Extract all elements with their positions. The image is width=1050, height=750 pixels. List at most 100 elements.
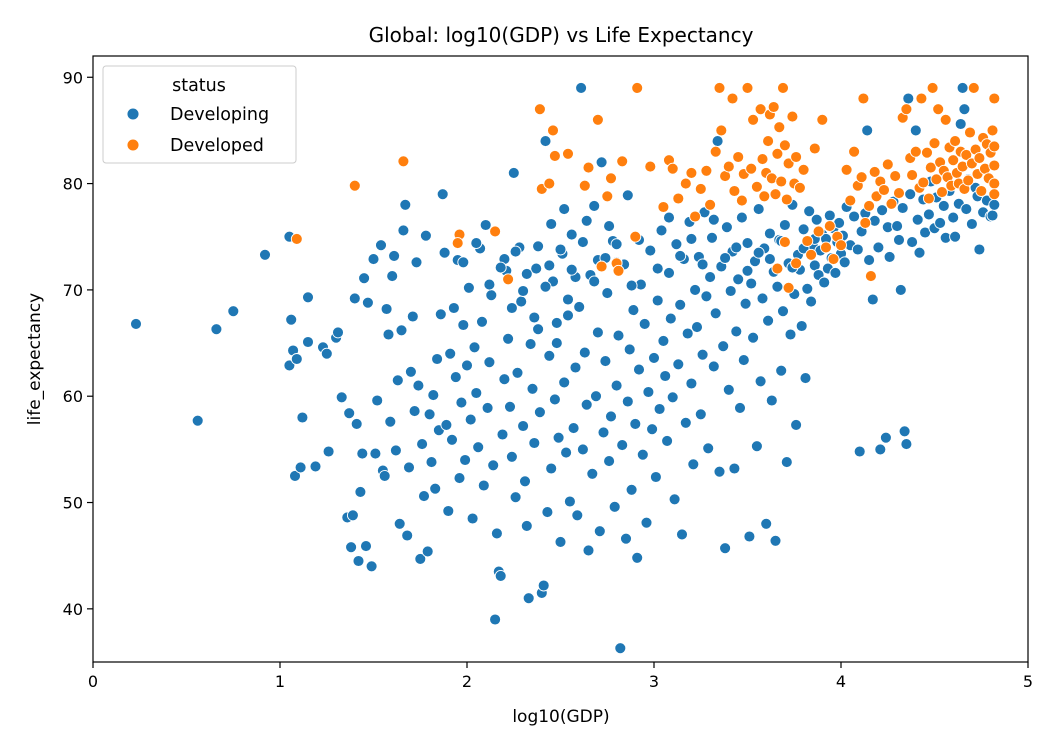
data-point [930, 173, 943, 186]
data-point [851, 243, 864, 256]
data-point [786, 110, 799, 123]
data-point [782, 157, 795, 170]
data-point [745, 162, 758, 175]
data-point [130, 317, 142, 330]
data-point [700, 290, 713, 303]
data-point [548, 149, 561, 162]
data-point [863, 199, 876, 212]
data-point [629, 230, 642, 243]
data-point [719, 252, 732, 264]
data-point [578, 179, 591, 192]
data-point [855, 171, 868, 184]
data-point [640, 516, 653, 529]
data-point [386, 270, 399, 283]
data-point [707, 360, 720, 373]
data-point [532, 323, 545, 336]
data-point [801, 282, 814, 295]
data-point [530, 262, 543, 275]
data-point [290, 232, 303, 245]
data-point [747, 113, 760, 126]
data-point [790, 418, 803, 431]
data-point [562, 293, 574, 306]
data-point [893, 233, 905, 246]
data-point [401, 529, 414, 542]
data-point [548, 393, 561, 406]
data-point [906, 169, 919, 182]
data-point [522, 592, 535, 605]
data-point [704, 271, 717, 284]
legend-marker-developing [126, 107, 140, 121]
data-point [743, 530, 756, 543]
data-point [438, 246, 451, 259]
data-point [631, 551, 644, 564]
data-point [449, 371, 462, 384]
data-point [446, 433, 458, 446]
data-point [489, 225, 502, 238]
x-tick-label: 2 [462, 672, 472, 691]
data-point [423, 408, 436, 421]
plot-frame [92, 55, 1029, 663]
data-point [361, 296, 374, 309]
data-point [554, 535, 567, 548]
data-point [505, 450, 518, 463]
data-point [547, 124, 559, 137]
data-point [563, 495, 576, 508]
x-tick-label: 3 [649, 672, 659, 691]
data-point [591, 326, 604, 339]
data-point [986, 124, 999, 137]
data-point [767, 101, 780, 113]
chart-title: Global: log10(GDP) vs Life Expectancy [369, 23, 754, 47]
data-point [550, 316, 563, 329]
data-point [651, 294, 664, 307]
data-point [706, 231, 718, 244]
data-point [876, 204, 889, 217]
data-point [378, 469, 391, 482]
data-point [780, 456, 793, 469]
data-point [562, 147, 574, 160]
data-point [784, 328, 797, 341]
data-point [505, 302, 518, 314]
data-point [691, 321, 703, 334]
data-point [666, 162, 679, 175]
data-point [732, 151, 745, 163]
legend: status Developing Developed [102, 65, 297, 164]
data-point [616, 155, 629, 168]
legend-label-developed: Developed [170, 136, 264, 156]
data-point [777, 305, 789, 318]
data-point [558, 376, 571, 389]
data-point [838, 256, 851, 269]
data-point [758, 190, 771, 203]
data-point [685, 232, 698, 245]
data-point [470, 387, 483, 399]
data-point [335, 391, 348, 404]
data-point [533, 406, 546, 419]
data-point [410, 256, 423, 269]
data-point [893, 187, 905, 200]
data-point [393, 517, 406, 530]
data-point [558, 203, 571, 216]
x-tick-label: 1 [275, 672, 285, 691]
data-point [380, 303, 393, 315]
data-point [689, 283, 702, 296]
data-point [605, 410, 617, 423]
data-point [296, 411, 309, 424]
data-point [502, 273, 515, 286]
data-point [580, 398, 593, 411]
data-point [419, 229, 432, 242]
data-point [732, 273, 745, 286]
data-point [591, 113, 604, 126]
data-point [735, 211, 748, 224]
data-point [414, 552, 427, 565]
data-point [859, 216, 872, 229]
data-point [934, 216, 947, 229]
data-point [343, 407, 356, 420]
data-point [696, 258, 709, 271]
data-point [320, 347, 333, 360]
data-point [949, 230, 962, 243]
x-axis: 0 1 2 3 4 5 [88, 662, 1033, 691]
data-point [444, 347, 457, 360]
data-point [823, 209, 836, 222]
data-point [769, 534, 782, 547]
data-point [352, 555, 365, 567]
